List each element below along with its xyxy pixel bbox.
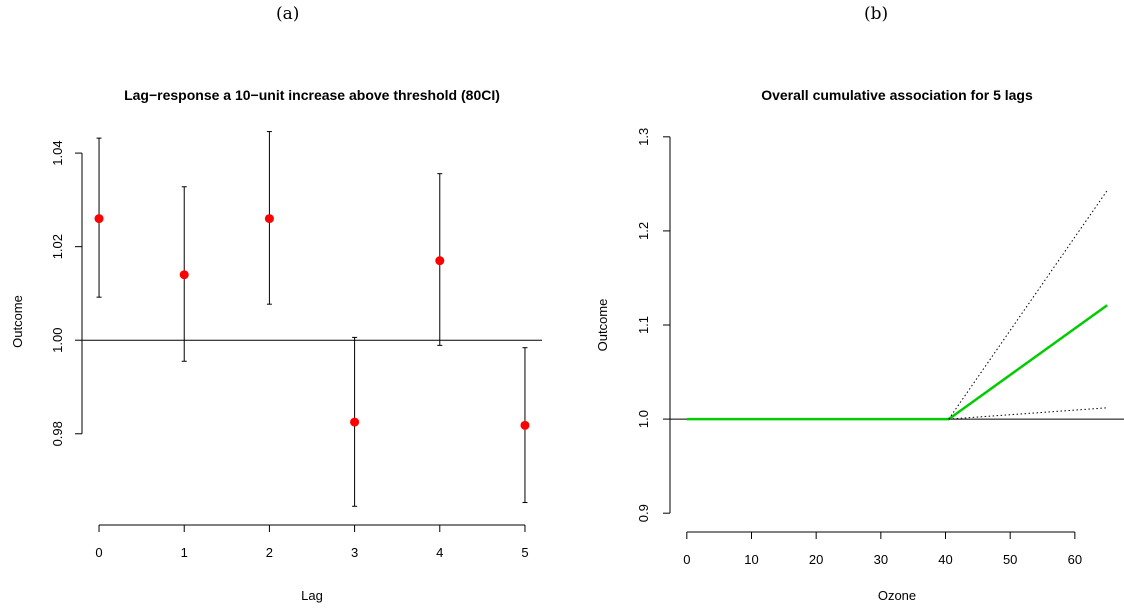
series-line-upper [948,190,1108,420]
x-tick-label-1-4: 40 [938,552,952,567]
x-axis-label-1: Ozone [878,588,916,603]
chart-title-0: Lag−response a 10−unit increase above th… [124,87,500,103]
x-tick-label-0-0: 0 [95,545,102,560]
y-tick-label-1-4: 1.3 [636,128,651,146]
x-tick-label-0-3: 3 [351,545,358,560]
y-axis-label-0: Outcome [10,295,25,348]
x-tick-label-1-5: 50 [1003,552,1017,567]
y-tick-label-1-2: 1.1 [636,316,651,334]
series-line-lower [948,407,1108,420]
panel-label-a: (a) [276,4,300,24]
y-tick-label-0-2: 1.02 [50,234,65,259]
x-tick-label-0-5: 5 [521,545,528,560]
y-axis-label-1: Outcome [595,299,610,352]
y-tick-label-1-3: 1.2 [636,222,651,240]
data-point-5 [520,420,530,430]
panel-label-b: (b) [864,4,889,24]
data-point-0 [94,214,104,224]
x-tick-label-0-1: 1 [181,545,188,560]
chart-title-1: Overall cumulative association for 5 lag… [761,87,1033,103]
x-tick-label-0-4: 4 [436,545,443,560]
series-line-estimate [686,304,1108,421]
x-tick-label-1-6: 60 [1068,552,1082,567]
data-point-4 [435,256,445,266]
y-tick-label-1-0: 0.9 [636,504,651,522]
data-point-1 [179,270,189,280]
x-tick-label-1-2: 20 [809,552,823,567]
y-tick-label-0-0: 0.98 [50,421,65,446]
x-tick-label-1-1: 10 [744,552,758,567]
y-tick-label-1-1: 1.0 [636,410,651,428]
data-point-3 [350,417,360,427]
x-tick-label-1-3: 30 [874,552,888,567]
data-point-2 [264,214,274,224]
y-tick-label-0-3: 1.04 [50,140,65,165]
x-tick-label-0-2: 2 [266,545,273,560]
x-tick-label-1-0: 0 [683,552,690,567]
x-axis-label-0: Lag [301,588,323,603]
y-tick-label-0-1: 1.00 [50,328,65,353]
